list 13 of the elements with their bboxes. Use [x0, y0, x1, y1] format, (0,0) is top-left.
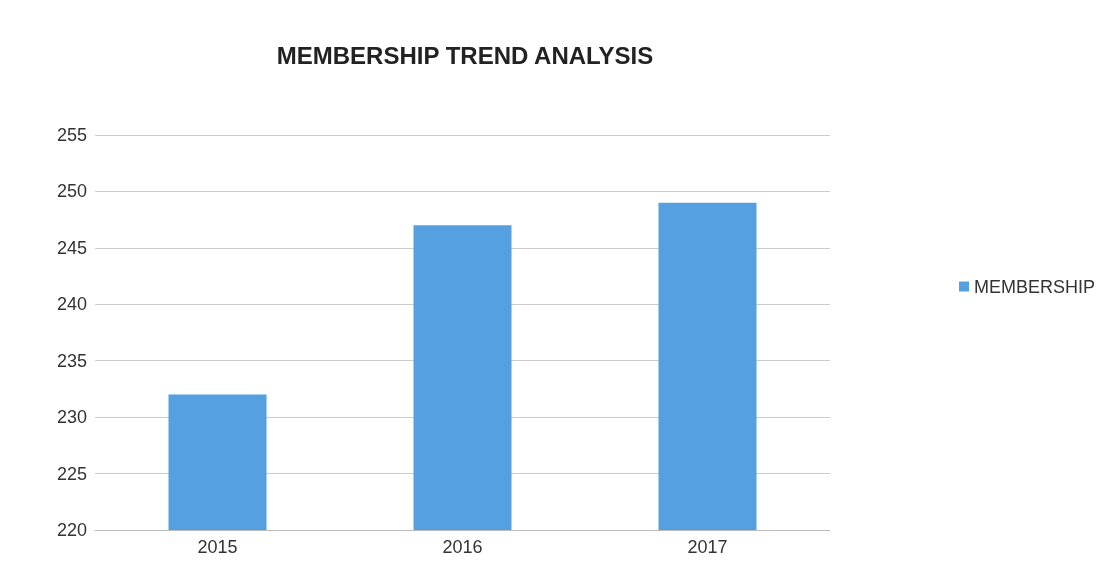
- y-tick-label: 225: [56, 463, 87, 484]
- x-tick-label: 2017: [687, 537, 728, 557]
- legend-label: MEMBERSHIP: [973, 276, 1096, 297]
- y-tick-label: 240: [56, 294, 87, 315]
- chart-title: MEMBERSHIP TREND ANALYSIS: [276, 41, 654, 69]
- y-tick-label: 235: [56, 350, 87, 371]
- y-tick-label: 220: [56, 520, 87, 540]
- y-tick-label: 230: [56, 407, 87, 428]
- y-tick-label: 245: [56, 237, 87, 258]
- y-tick-label: 250: [56, 181, 87, 202]
- x-tick-label: 2016: [442, 537, 483, 557]
- y-tick-label: 255: [56, 125, 87, 145]
- x-tick-label: 2015: [197, 537, 238, 557]
